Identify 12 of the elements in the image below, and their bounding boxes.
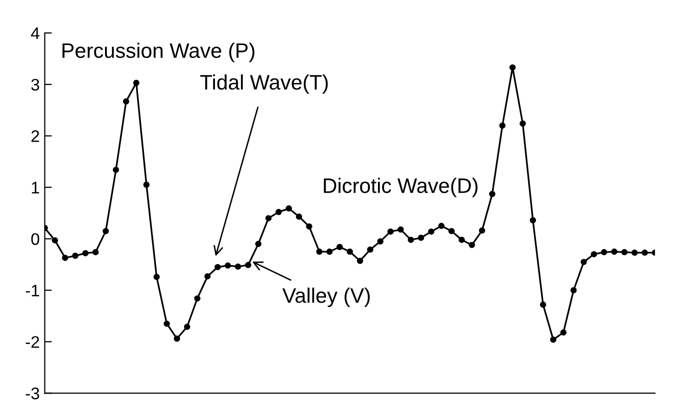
y-tick-label: 3 xyxy=(31,78,40,91)
y-tick-label: 0 xyxy=(31,233,40,245)
y-tick-label: -2 xyxy=(26,336,40,348)
y-tick-label: -1 xyxy=(26,284,40,296)
annotation: Tidal Wave(T) xyxy=(200,74,328,94)
annotation: Valley (V) xyxy=(282,288,370,308)
y-tick-label: -3 xyxy=(26,388,40,400)
annotation: Percussion Wave (P) xyxy=(62,42,254,62)
annotation: Dicrotic Wave(D) xyxy=(324,178,478,198)
y-tick-label: 2 xyxy=(31,130,40,142)
y-tick-label: 1 xyxy=(32,182,40,194)
y-tick-label: 4 xyxy=(31,28,40,40)
